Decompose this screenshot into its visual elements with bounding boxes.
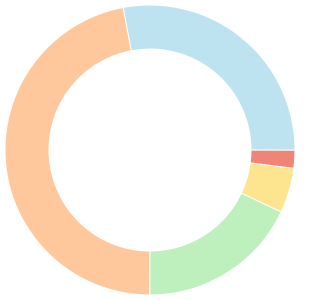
doughnut-segment (149, 192, 282, 296)
chart (4, 4, 296, 296)
doughnut-segment (122, 4, 296, 151)
doughnut-segment (4, 6, 151, 296)
